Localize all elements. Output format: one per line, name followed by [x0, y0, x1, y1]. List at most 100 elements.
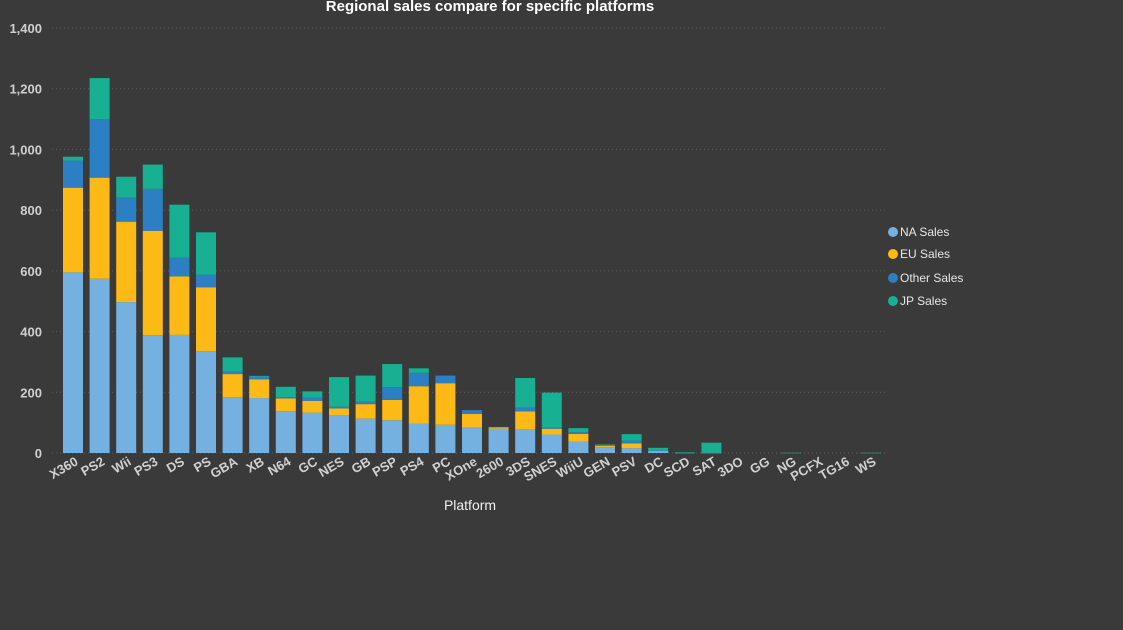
bar-segment-eu-sales	[435, 383, 456, 425]
bar-segment-eu-sales	[355, 404, 376, 419]
bar-segment-eu-sales	[515, 411, 536, 430]
bar-segment-eu-sales	[462, 413, 482, 428]
bar-segment-eu-sales	[621, 443, 642, 449]
bar-segment-jp-sales	[329, 377, 349, 407]
bar-segment-eu-sales	[89, 177, 110, 279]
bar-segment-eu-sales	[249, 379, 270, 399]
bar-segment-eu-sales	[541, 428, 562, 435]
bar-segment-na-sales	[568, 441, 589, 453]
bar-segment-jp-sales	[541, 392, 562, 428]
x-tick-label: 3DO	[715, 454, 746, 480]
bar-segment-jp-sales	[674, 452, 695, 453]
bar-segment-eu-sales	[568, 433, 589, 442]
bar-segment-jp-sales	[89, 78, 110, 120]
bar-segment-na-sales	[595, 447, 615, 453]
bar-segment-other-sales	[435, 375, 456, 384]
bar-segment-na-sales	[515, 429, 536, 453]
bar-segment-other-sales	[169, 257, 190, 277]
bar-segment-jp-sales	[781, 452, 802, 454]
legend-label: EU Sales	[900, 247, 950, 261]
bar-segment-jp-sales	[116, 176, 137, 198]
x-tick-label: PS3	[132, 454, 161, 479]
legend-marker	[888, 296, 898, 306]
bar-segment-jp-sales	[196, 232, 216, 275]
bar-segment-na-sales	[382, 420, 403, 453]
bar-segment-na-sales	[648, 451, 669, 453]
bar-segment-other-sales	[488, 426, 509, 428]
bar-segment-eu-sales	[382, 399, 403, 421]
bar-segment-na-sales	[435, 424, 456, 453]
bars	[63, 78, 881, 454]
y-tick-label: 600	[20, 264, 42, 279]
bar-segment-eu-sales	[488, 427, 509, 429]
y-tick-label: 200	[20, 385, 42, 400]
bar-segment-other-sales	[142, 188, 163, 231]
legend-label: NA Sales	[900, 225, 949, 239]
bar-segment-na-sales	[302, 412, 323, 453]
bar-segment-na-sales	[621, 448, 642, 453]
bar-segment-eu-sales	[408, 386, 429, 424]
bar-segment-jp-sales	[861, 452, 881, 454]
bar-segment-eu-sales	[142, 230, 163, 336]
bar-segment-eu-sales	[222, 374, 243, 398]
bar-segment-na-sales	[275, 411, 296, 453]
bar-segment-na-sales	[408, 423, 429, 453]
bar-segment-na-sales	[541, 434, 562, 453]
bar-segment-other-sales	[89, 119, 110, 178]
x-tick-label: GB	[349, 454, 373, 477]
bar-segment-other-sales	[541, 427, 562, 429]
bar-segment-jp-sales	[621, 434, 642, 441]
bar-segment-other-sales	[408, 372, 429, 387]
bar-segment-other-sales	[222, 371, 243, 375]
legend-label: Other Sales	[900, 271, 963, 285]
bar-segment-eu-sales	[196, 287, 216, 352]
x-tick-label: TG16	[816, 454, 852, 483]
bar-segment-na-sales	[701, 452, 722, 454]
x-tick-label: PS2	[78, 454, 107, 479]
chart-title: Regional sales compare for specific plat…	[326, 0, 654, 15]
bar-segment-eu-sales	[116, 221, 137, 303]
bar-segment-jp-sales	[142, 164, 163, 189]
bar-segment-jp-sales	[63, 156, 83, 161]
bar-segment-jp-sales	[275, 386, 296, 398]
bar-segment-other-sales	[568, 432, 589, 434]
bar-segment-na-sales	[462, 427, 482, 453]
x-tick-label: N64	[265, 453, 294, 478]
bar-segment-na-sales	[355, 418, 376, 453]
legend-label: JP Sales	[900, 294, 947, 308]
bar-segment-na-sales	[116, 302, 137, 453]
bar-segment-jp-sales	[169, 204, 190, 258]
bar-segment-other-sales	[116, 197, 137, 222]
bar-segment-eu-sales	[329, 408, 349, 416]
bar-segment-other-sales	[462, 410, 482, 414]
bar-segment-other-sales	[355, 401, 376, 405]
y-tick-label: 800	[20, 203, 42, 218]
bar-segment-na-sales	[329, 415, 349, 453]
bar-segment-eu-sales	[648, 450, 669, 452]
bar-segment-other-sales	[515, 407, 536, 412]
bar-segment-jp-sales	[408, 368, 429, 373]
bar-segment-na-sales	[249, 398, 270, 453]
bar-segment-na-sales	[89, 278, 110, 453]
bar-segment-na-sales	[196, 351, 216, 453]
bar-segment-other-sales	[63, 160, 83, 188]
x-tick-label: DC	[642, 453, 666, 476]
bar-segment-other-sales	[382, 387, 403, 400]
bar-segment-other-sales	[275, 397, 296, 399]
y-tick-label: 1,200	[9, 82, 42, 97]
bar-segment-other-sales	[595, 445, 615, 447]
x-tick-label: Wii	[109, 454, 133, 477]
y-tick-label: 400	[20, 325, 42, 340]
bar-segment-jp-sales	[701, 442, 722, 453]
bar-segment-jp-sales	[382, 364, 403, 388]
bar-segment-na-sales	[63, 272, 83, 453]
bar-segment-eu-sales	[169, 276, 190, 335]
bar-segment-jp-sales	[222, 357, 243, 372]
bar-segment-jp-sales	[568, 428, 589, 433]
x-tick-label: 2600	[474, 454, 507, 481]
x-tick-label: X360	[47, 454, 81, 482]
bar-segment-jp-sales	[302, 391, 323, 398]
bar-segment-eu-sales	[595, 445, 615, 448]
